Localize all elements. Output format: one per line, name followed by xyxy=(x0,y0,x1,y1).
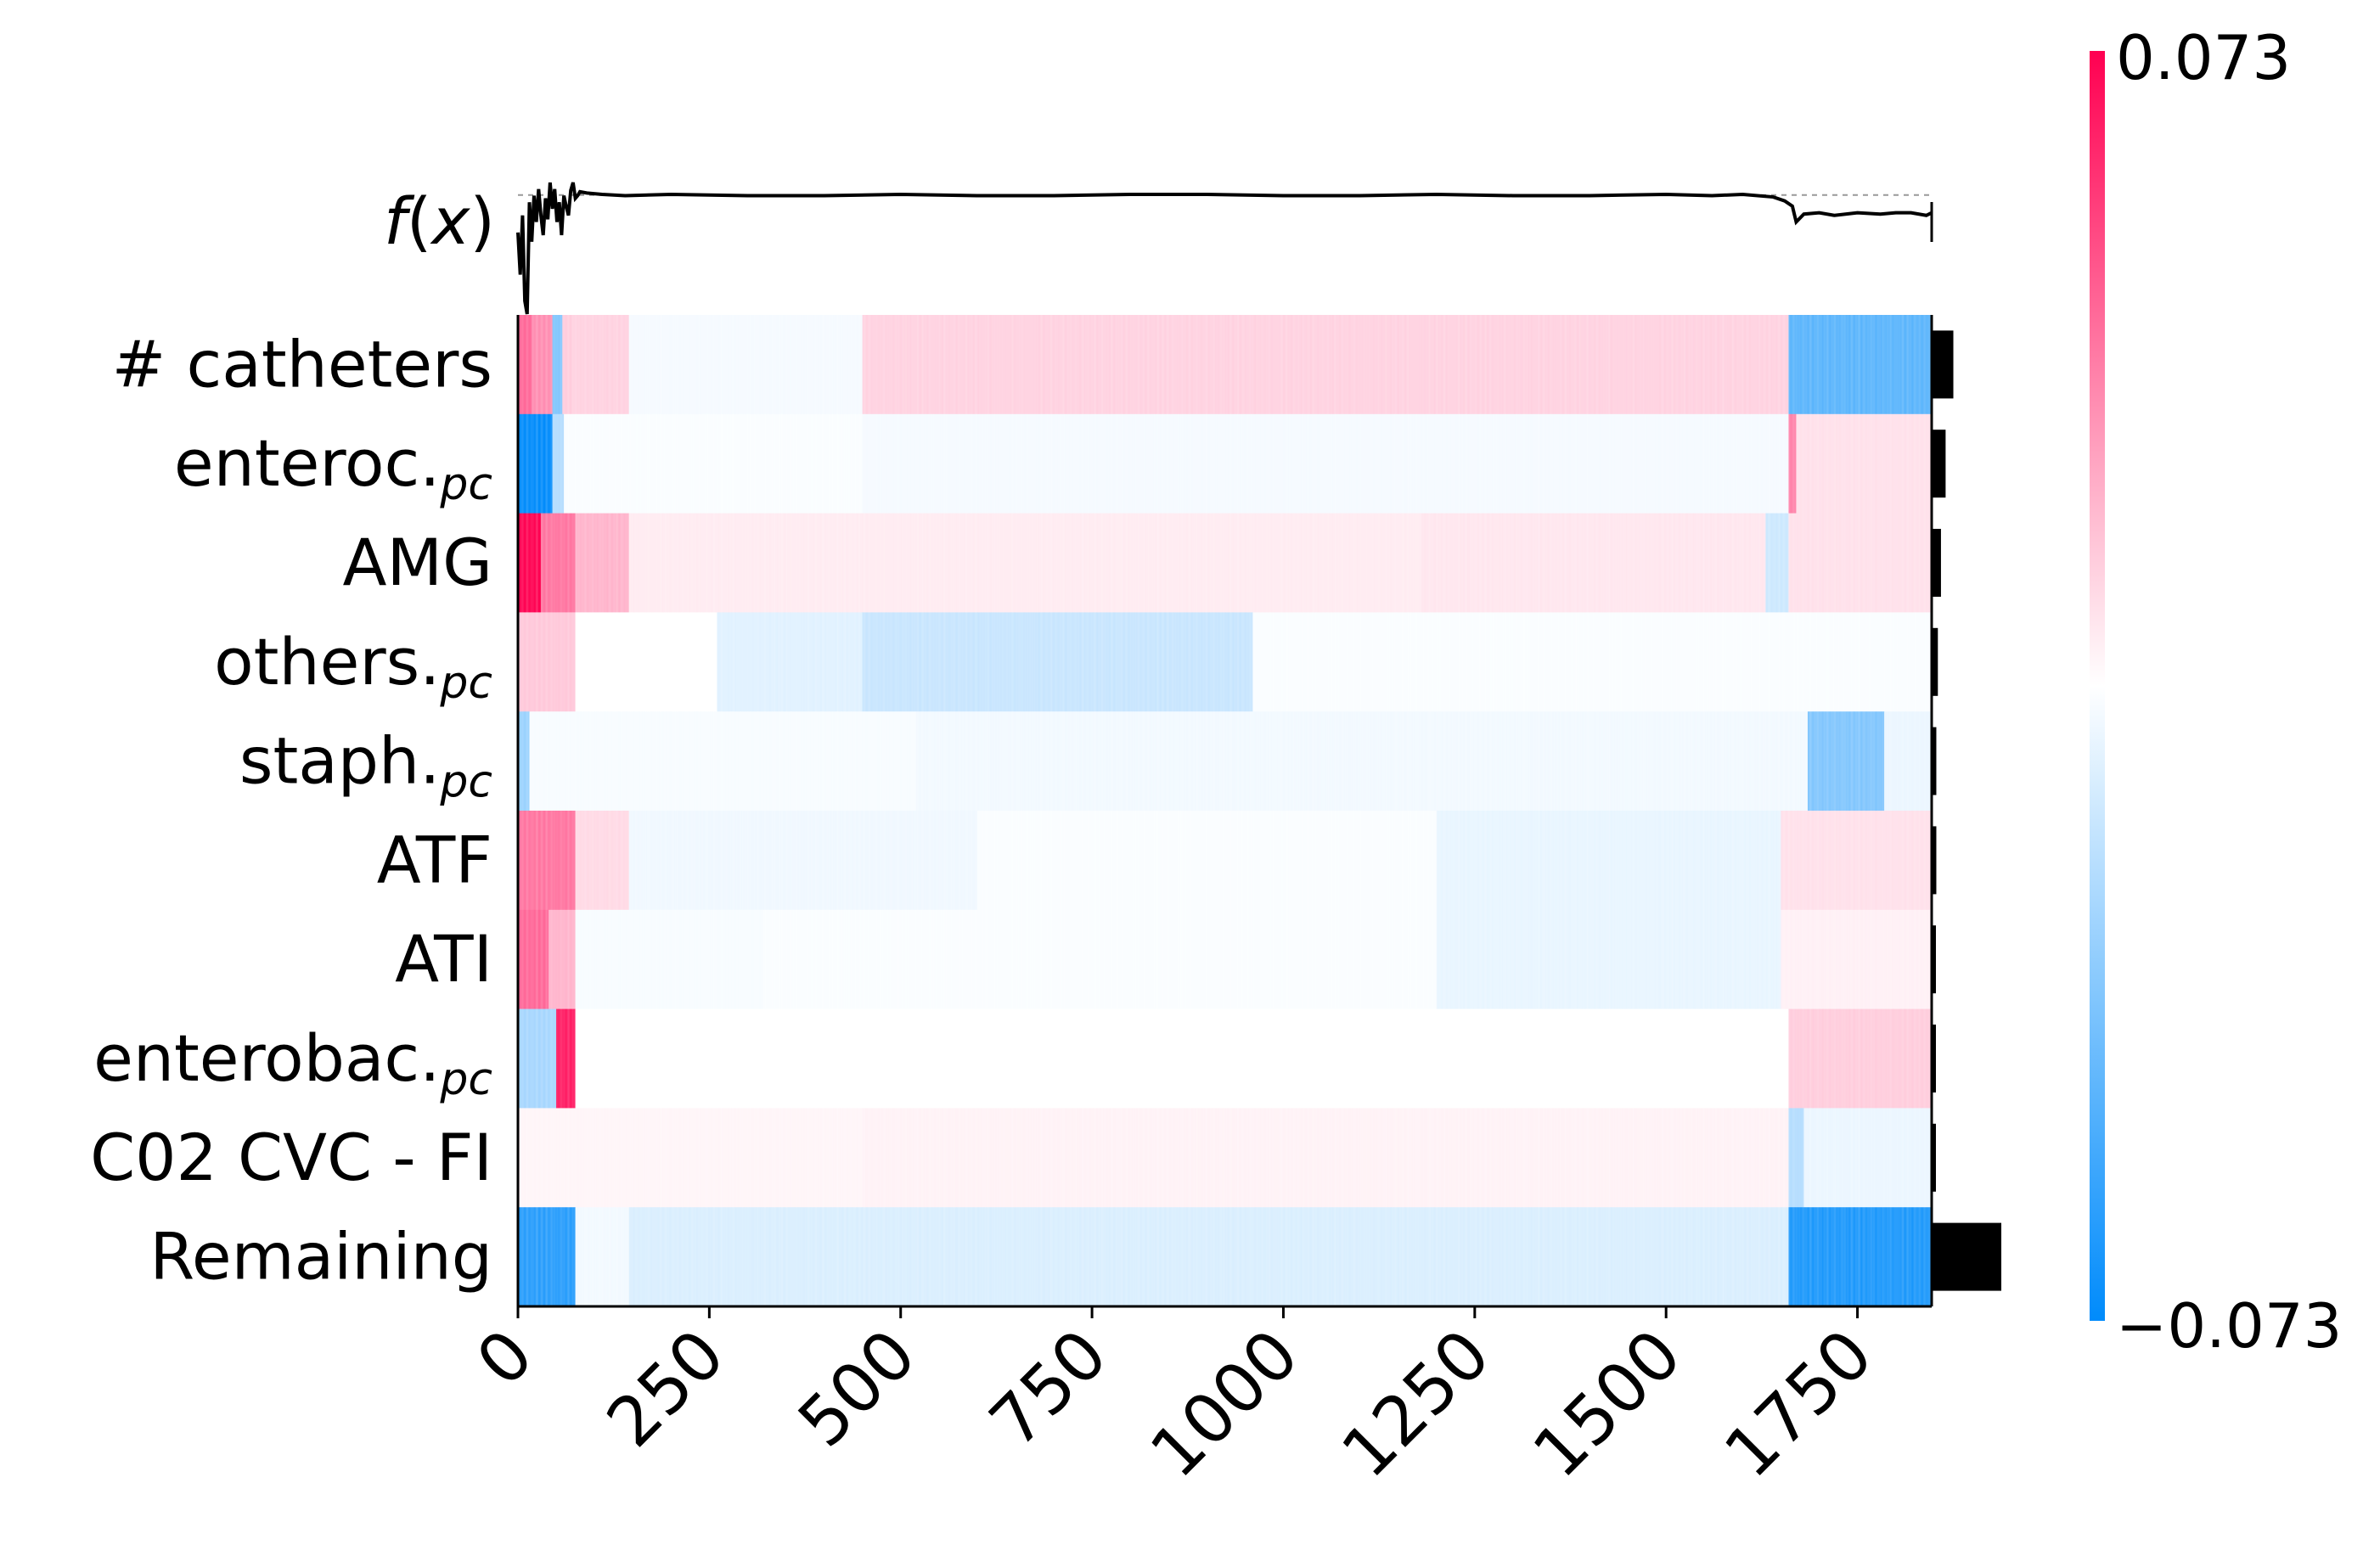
importance-bar xyxy=(1932,529,1941,597)
x-tick-label: 1250 xyxy=(1327,1315,1505,1493)
feature-label: # catheters xyxy=(112,326,492,402)
importance-bar xyxy=(1932,1025,1936,1092)
feature-label: others.pc xyxy=(214,624,492,709)
feature-label: C02 CVC - FI xyxy=(90,1120,492,1195)
importance-bar xyxy=(1932,430,1946,498)
importance-bar xyxy=(1932,826,1937,895)
x-tick-label: 750 xyxy=(975,1315,1122,1463)
feature-label: enterobac.pc xyxy=(93,1020,492,1105)
colorbar-max-label: 0.073 xyxy=(2116,22,2291,93)
importance-bar xyxy=(1932,925,1936,994)
feature-label: AMG xyxy=(343,525,492,600)
fx-line xyxy=(516,182,1933,315)
feature-labels: # catheters enteroc.pc AMG others.pc staph.p… xyxy=(90,326,492,1294)
x-tick-label: 250 xyxy=(592,1315,740,1463)
model-output-panel: f(x) xyxy=(384,182,1933,315)
x-tick-label: 500 xyxy=(783,1315,931,1463)
x-tick-label: 0 xyxy=(462,1315,549,1401)
feature-importance-bars xyxy=(1930,315,2001,1306)
importance-bar xyxy=(1932,1123,1936,1192)
heatmap-texture xyxy=(518,315,1932,1306)
feature-label: enteroc.pc xyxy=(174,425,492,510)
feature-label: ATF xyxy=(377,822,492,897)
x-tick-label: 1500 xyxy=(1518,1315,1696,1493)
importance-bar xyxy=(1932,727,1937,795)
x-tick-label: 1750 xyxy=(1709,1315,1888,1493)
fx-label: f(x) xyxy=(384,183,495,259)
feature-label: ATI xyxy=(395,921,492,997)
feature-label: Remaining xyxy=(149,1219,492,1295)
colorbar-gradient xyxy=(2090,51,2105,1321)
x-tick-label: 1000 xyxy=(1135,1315,1314,1493)
stripe-texture xyxy=(518,315,1932,1306)
colorbar-min-label: −0.073 xyxy=(2116,1290,2342,1362)
feature-label: staph.pc xyxy=(239,723,492,808)
importance-bar xyxy=(1932,330,1954,399)
importance-bar xyxy=(1932,627,1938,696)
importance-bar xyxy=(1932,1222,2001,1291)
colorbar: 0.073 −0.073 xyxy=(2090,22,2342,1362)
